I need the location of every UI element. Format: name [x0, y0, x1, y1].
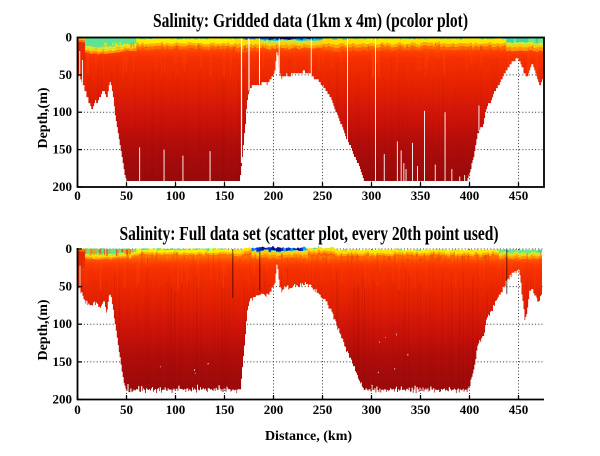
- svg-text:250: 250: [313, 402, 333, 417]
- svg-text:0: 0: [74, 188, 81, 203]
- svg-text:150: 150: [53, 142, 73, 157]
- svg-text:400: 400: [460, 402, 480, 417]
- svg-text:50: 50: [59, 67, 72, 82]
- svg-text:100: 100: [53, 316, 73, 331]
- svg-text:400: 400: [460, 188, 480, 203]
- svg-text:150: 150: [53, 354, 73, 369]
- svg-text:Depth,(m): Depth,(m): [36, 299, 51, 360]
- svg-text:300: 300: [362, 402, 382, 417]
- svg-text:200: 200: [53, 392, 73, 407]
- svg-text:300: 300: [362, 188, 382, 203]
- svg-text:350: 350: [411, 188, 431, 203]
- svg-text:50: 50: [59, 279, 72, 294]
- svg-text:450: 450: [509, 402, 529, 417]
- svg-text:150: 150: [215, 188, 235, 203]
- svg-text:250: 250: [313, 188, 333, 203]
- svg-text:100: 100: [166, 188, 186, 203]
- svg-text:0: 0: [74, 402, 81, 417]
- svg-text:100: 100: [53, 104, 73, 119]
- svg-text:50: 50: [120, 402, 133, 417]
- svg-text:450: 450: [509, 188, 529, 203]
- svg-text:0: 0: [66, 241, 73, 256]
- svg-text:100: 100: [166, 402, 186, 417]
- svg-text:Depth,(m): Depth,(m): [36, 87, 51, 148]
- svg-text:50: 50: [120, 188, 133, 203]
- svg-text:Distance, (km): Distance, (km): [265, 429, 352, 444]
- svg-text:200: 200: [264, 402, 284, 417]
- svg-text:Salinity: Gridded data (1km x: Salinity: Gridded data (1km x 4m) (pcolo…: [153, 11, 468, 32]
- svg-text:Salinity: Full data set (scatt: Salinity: Full data set (scatter plot, e…: [120, 224, 499, 245]
- svg-text:200: 200: [264, 188, 284, 203]
- svg-text:150: 150: [215, 402, 235, 417]
- svg-text:200: 200: [53, 179, 73, 194]
- svg-text:350: 350: [411, 402, 431, 417]
- svg-text:0: 0: [66, 30, 73, 45]
